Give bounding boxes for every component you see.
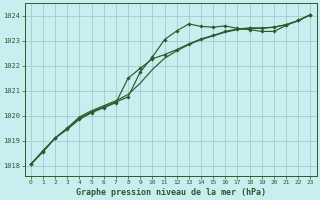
X-axis label: Graphe pression niveau de la mer (hPa): Graphe pression niveau de la mer (hPa) bbox=[76, 188, 266, 197]
